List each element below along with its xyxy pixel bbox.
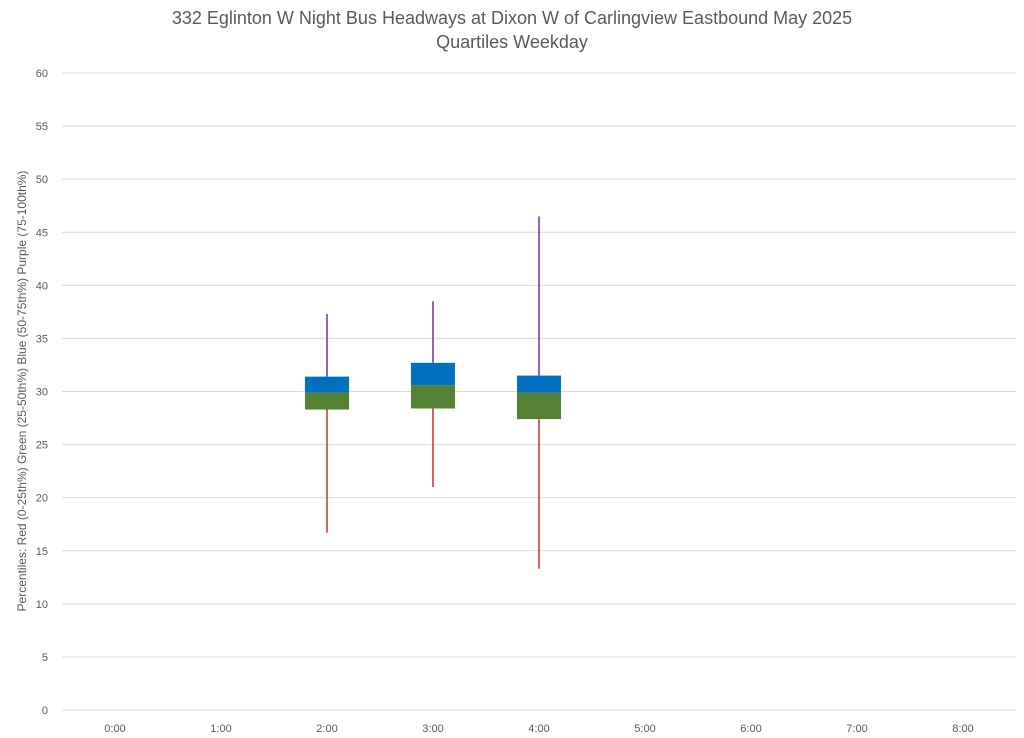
chart-title-line1: 332 Eglinton W Night Bus Headways at Dix… bbox=[171, 8, 853, 28]
x-tick-label: 7:00 bbox=[846, 723, 867, 735]
x-tick-label: 1:00 bbox=[210, 723, 231, 735]
y-tick-label: 30 bbox=[36, 387, 48, 399]
upper-box bbox=[411, 362, 455, 386]
y-tick-label: 50 bbox=[36, 174, 48, 186]
box-marks bbox=[305, 216, 561, 569]
y-axis-ticks: 0 5 10 15 20 25 30 35 40 45 50 55 60 bbox=[36, 68, 48, 717]
x-tick-label: 0:00 bbox=[104, 723, 125, 735]
x-tick-label: 3:00 bbox=[422, 723, 443, 735]
y-tick-label: 60 bbox=[36, 68, 48, 80]
x-tick-label: 6:00 bbox=[740, 723, 761, 735]
x-tick-label: 8:00 bbox=[952, 723, 973, 735]
lower-box bbox=[517, 392, 561, 420]
lower-box bbox=[305, 392, 349, 410]
y-tick-label: 40 bbox=[36, 280, 48, 292]
box-4-00 bbox=[517, 216, 561, 569]
y-tick-label: 10 bbox=[36, 599, 48, 611]
y-tick-label: 5 bbox=[42, 652, 48, 664]
upper-box bbox=[517, 375, 561, 393]
y-tick-label: 55 bbox=[36, 121, 48, 133]
x-tick-label: 4:00 bbox=[528, 723, 549, 735]
chart-subtitle: Quartiles Weekday bbox=[436, 32, 588, 52]
y-tick-label: 45 bbox=[36, 227, 48, 239]
y-tick-label: 25 bbox=[36, 440, 48, 452]
box-2-00 bbox=[305, 313, 349, 533]
upper-box bbox=[305, 376, 349, 393]
lower-box bbox=[411, 385, 455, 409]
y-tick-label: 20 bbox=[36, 493, 48, 505]
y-tick-label: 15 bbox=[36, 546, 48, 558]
chart-title: 332 Eglinton W Night Bus Headways at Dix… bbox=[0, 6, 1024, 54]
y-tick-label: 0 bbox=[42, 705, 48, 717]
box-3-00 bbox=[411, 301, 455, 488]
x-tick-label: 2:00 bbox=[316, 723, 337, 735]
x-tick-label: 5:00 bbox=[634, 723, 655, 735]
x-axis-ticks: 0:00 1:00 2:00 3:00 4:00 5:00 6:00 7:00 8:00 bbox=[104, 723, 973, 735]
y-tick-label: 35 bbox=[36, 333, 48, 345]
